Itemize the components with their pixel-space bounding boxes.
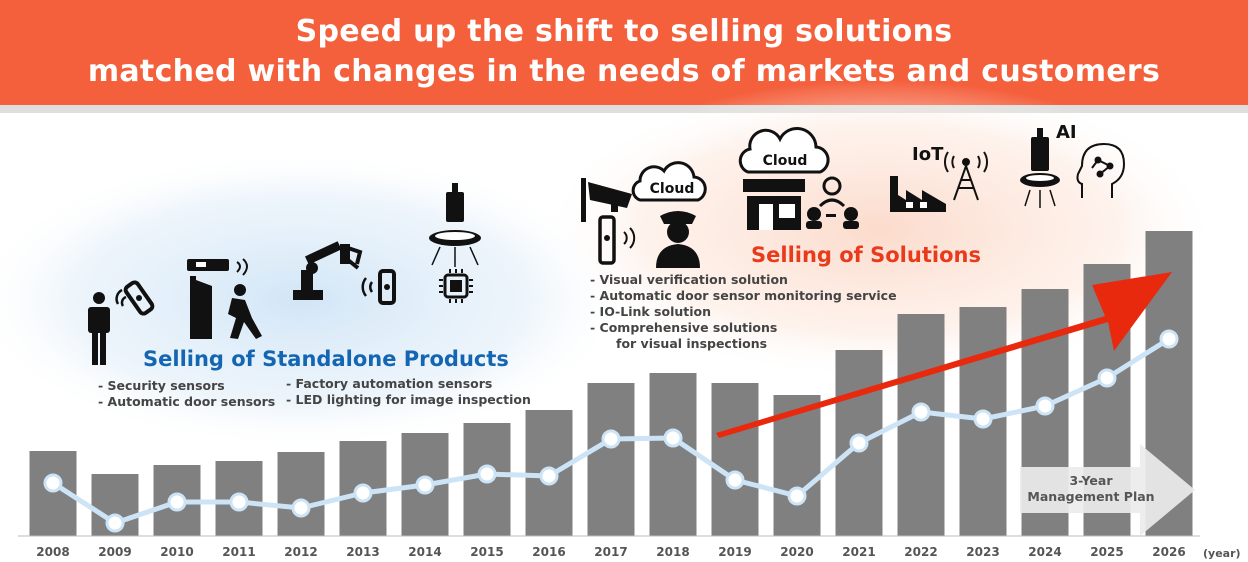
x-tick-2024: 2024 [1028,545,1061,559]
chip-icon [439,269,473,303]
cloud-label: Cloud [650,181,695,197]
x-tick-2017: 2017 [594,545,627,559]
bullet-visual-verification: - Visual verification solution [590,272,788,287]
bar-2022 [897,314,945,536]
point-2026 [1159,329,1179,349]
standalone-title: Selling of Standalone Products [143,347,509,371]
header-title-line2: matched with changes in the needs of mar… [87,54,1161,89]
point-2009 [105,513,125,533]
bullet-comprehensive: - Comprehensive solutions [590,320,778,335]
point-2015 [477,464,497,484]
ai-ring-light-icon [1020,128,1060,208]
point-2022 [911,402,931,422]
bullet-led-lighting: - LED lighting for image inspection [286,392,531,407]
bullet-security-sensors: - Security sensors [98,378,225,393]
header-divider [0,105,1248,113]
bar-2019 [711,383,759,536]
door-sensor-icon [187,258,248,339]
bullet-automatic-door-sensors: - Automatic door sensors [98,394,276,409]
header-banner: Speed up the shift to selling solutions … [0,0,1248,105]
ai-label: AI [1056,122,1077,143]
bullet-visual-inspections: for visual inspections [616,336,768,351]
x-tick-2023: 2023 [966,545,999,559]
bullet-factory-automation: - Factory automation sensors [286,376,493,391]
point-2019 [725,470,745,490]
store-icon [743,179,805,230]
x-tick-2016: 2016 [532,545,565,559]
solutions-bullets: - Visual verification solution - Automat… [590,272,897,352]
plan-label-line1: 3-Year [1069,473,1113,488]
door-sensor-small-icon [598,215,636,265]
x-tick-2026: 2026 [1152,545,1185,559]
x-tick-2008: 2008 [36,545,69,559]
bar-2012 [277,452,325,536]
x-tick-2010: 2010 [160,545,193,559]
store-cloud-icon: Cloud [738,126,830,174]
plan-arrow [1020,444,1195,536]
ring-light-icon [429,183,481,267]
walking-person-icon [228,284,262,339]
ai-head-icon [1076,142,1126,198]
bullet-io-link: - IO-Link solution [590,304,712,319]
antenna-icon [943,151,989,201]
point-2016 [539,466,559,486]
point-2012 [291,498,311,518]
point-2020 [787,486,807,506]
x-axis-labels: 2008 2009 2010 2011 2012 2013 2014 2015 2016 2017… [36,545,1185,559]
x-tick-2021: 2021 [842,545,875,559]
point-2025 [1097,368,1117,388]
bar-2017 [587,383,635,536]
bar-series [29,231,1193,536]
point-2010 [167,492,187,512]
solutions-title: Selling of Solutions [751,243,981,267]
x-tick-2014: 2014 [408,545,441,559]
point-2024 [1035,396,1055,416]
camera-icon [581,178,632,222]
guard-cloud-icon: Cloud [631,161,707,202]
x-tick-2009: 2009 [98,545,131,559]
guard-icon [656,211,700,268]
point-2017 [601,429,621,449]
point-2008 [43,473,63,493]
point-2013 [353,483,373,503]
header-title-line1: Speed up the shift to selling solutions [295,14,953,49]
x-unit-label: (year) [1203,547,1241,560]
bullet-door-monitoring: - Automatic door sensor monitoring servi… [590,288,897,303]
growth-arrow [716,272,1172,438]
x-tick-2011: 2011 [222,545,255,559]
point-2014 [415,475,435,495]
iot-label: IoT [912,144,944,165]
x-tick-2022: 2022 [904,545,937,559]
x-tick-2012: 2012 [284,545,317,559]
person-icon [88,292,110,365]
plan-label-line2: Management Plan [1027,489,1154,504]
point-2011 [229,492,249,512]
robot-arm-icon [293,241,363,300]
x-tick-2019: 2019 [718,545,751,559]
standalone-bullets-right: - Factory automation sensors - LED light… [286,376,531,408]
x-tick-2013: 2013 [346,545,379,559]
users-icon [806,176,859,229]
point-2023 [973,409,993,429]
fa-sensor-icon [361,269,396,305]
point-2018 [663,428,683,448]
standalone-bullets-left: - Security sensors - Automatic door sens… [98,378,275,410]
sensor-icon [115,280,155,316]
x-tick-2018: 2018 [656,545,689,559]
cloud-label-2: Cloud [763,153,808,169]
factory-icon [890,176,946,212]
x-tick-2015: 2015 [470,545,503,559]
x-tick-2025: 2025 [1090,545,1123,559]
x-tick-2020: 2020 [780,545,813,559]
point-2021 [849,433,869,453]
line-series [43,329,1179,533]
bar-2018 [649,373,697,536]
